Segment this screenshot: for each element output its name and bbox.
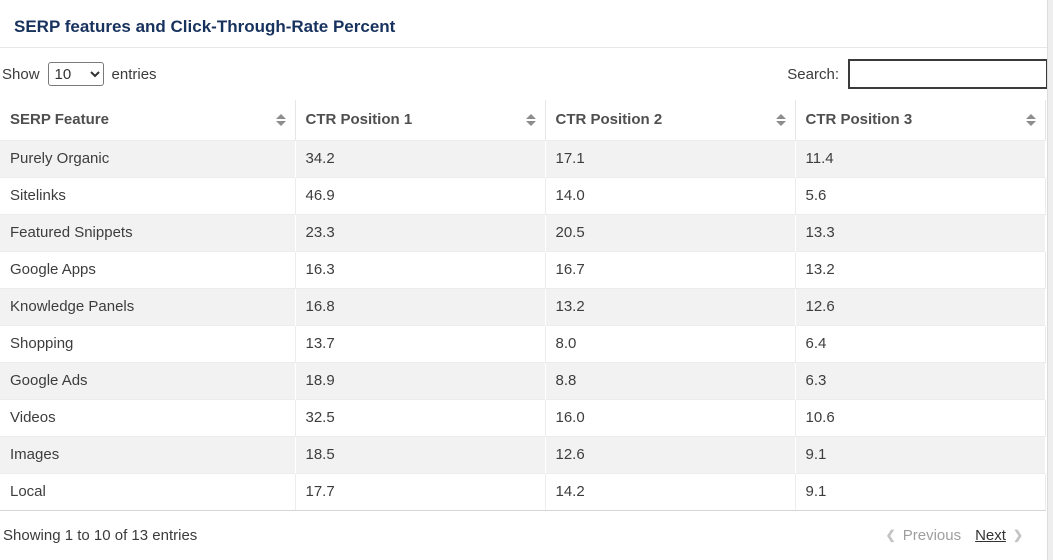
ctr-value-cell: 17.7 [294,472,545,511]
previous-button[interactable]: ❮ Previous [886,527,961,544]
serp-feature-cell: Videos [0,398,295,436]
search-input[interactable] [848,59,1048,89]
ctr-value-cell: 6.4 [794,324,1046,362]
serp-feature-cell: Sitelinks [0,176,295,214]
table-info: Showing 1 to 10 of 13 entries [3,526,198,544]
sort-icon [1025,113,1036,126]
table-row: Purely Organic 34.2 17.1 11.4 [0,139,1046,177]
column-header-ctr-position-2[interactable]: CTR Position 2 [544,100,795,141]
ctr-value-cell: 14.2 [544,472,795,511]
sort-icon [525,113,536,126]
serp-feature-cell: Google Apps [0,250,295,288]
sort-icon [775,113,786,126]
ctr-value-cell: 13.7 [294,324,545,362]
table-row: Knowledge Panels 16.8 13.2 12.6 [0,287,1046,325]
table-header: SERP Feature CTR Position 1 CTR Position 2… [0,100,1046,141]
ctr-value-cell: 20.5 [544,213,795,251]
chevron-right-icon: ❯ [1012,528,1023,542]
ctr-value-cell: 34.2 [294,139,545,177]
table-header-row: SERP Feature CTR Position 1 CTR Position 2… [0,100,1046,141]
search-label: Search: [787,65,839,83]
ctr-value-cell: 13.2 [544,287,795,325]
pagination: ❮ Previous Next ❯ [886,527,1023,544]
next-label: Next [975,526,1006,544]
serp-feature-cell: Featured Snippets [0,213,295,251]
ctr-value-cell: 16.7 [544,250,795,288]
ctr-value-cell: 18.5 [294,435,545,473]
ctr-value-cell: 10.6 [794,398,1046,436]
page-title: SERP features and Click-Through-Rate Per… [14,17,396,36]
ctr-value-cell: 8.0 [544,324,795,362]
data-table: SERP Feature CTR Position 1 CTR Position 2… [0,100,1046,511]
ctr-value-cell: 6.3 [794,361,1046,399]
column-header-ctr-position-1[interactable]: CTR Position 1 [294,100,545,141]
table-controls: Show 10 entries Search: [0,48,1053,100]
column-header-label: CTR Position 3 [805,111,913,129]
table-row: Featured Snippets 23.3 20.5 13.3 [0,213,1046,251]
ctr-value-cell: 8.8 [544,361,795,399]
ctr-value-cell: 32.5 [294,398,545,436]
ctr-value-cell: 5.6 [794,176,1046,214]
page-length-control: Show 10 entries [2,62,157,86]
serp-feature-cell: Local [0,472,295,511]
ctr-value-cell: 13.2 [794,250,1046,288]
table-row: Sitelinks 46.9 14.0 5.6 [0,176,1046,214]
next-button[interactable]: Next ❯ [975,527,1023,544]
scrollbar-track[interactable] [1047,0,1053,560]
show-label: Show [2,65,40,83]
ctr-value-cell: 23.3 [294,213,545,251]
serp-feature-cell: Shopping [0,324,295,362]
serp-feature-cell: Images [0,435,295,473]
table-body: Purely Organic 34.2 17.1 11.4 Sitelinks 46.9 1… [0,139,1046,511]
table-row: Videos 32.5 16.0 10.6 [0,398,1046,436]
search-control: Search: [787,59,1048,89]
page-length-select[interactable]: 10 [47,62,104,86]
serp-feature-cell: Purely Organic [0,139,295,177]
table-row: Images 18.5 12.6 9.1 [0,435,1046,473]
table-row: Google Apps 16.3 16.7 13.2 [0,250,1046,288]
table-row: Google Ads 18.9 8.8 6.3 [0,361,1046,399]
column-header-serp-feature[interactable]: SERP Feature [0,100,295,141]
ctr-value-cell: 16.3 [294,250,545,288]
table-row: Local 17.7 14.2 9.1 [0,472,1046,511]
sort-icon [275,113,286,126]
ctr-value-cell: 46.9 [294,176,545,214]
column-header-label: CTR Position 1 [305,111,413,129]
column-header-label: CTR Position 2 [555,111,663,129]
title-divider [0,47,1053,48]
ctr-value-cell: 14.0 [544,176,795,214]
ctr-value-cell: 9.1 [794,472,1046,511]
ctr-value-cell: 11.4 [794,139,1046,177]
ctr-value-cell: 16.8 [294,287,545,325]
ctr-value-cell: 9.1 [794,435,1046,473]
column-header-ctr-position-3[interactable]: CTR Position 3 [794,100,1046,141]
serp-feature-cell: Google Ads [0,361,295,399]
ctr-value-cell: 17.1 [544,139,795,177]
chevron-left-icon: ❮ [885,528,896,542]
serp-feature-cell: Knowledge Panels [0,287,295,325]
ctr-value-cell: 13.3 [794,213,1046,251]
ctr-value-cell: 16.0 [544,398,795,436]
ctr-value-cell: 12.6 [544,435,795,473]
ctr-value-cell: 12.6 [794,287,1046,325]
table-footer: Showing 1 to 10 of 13 entries ❮ Previous… [0,511,1053,544]
column-header-label: SERP Feature [10,111,109,129]
entries-label: entries [111,65,157,83]
table-row: Shopping 13.7 8.0 6.4 [0,324,1046,362]
previous-label: Previous [902,526,962,544]
ctr-value-cell: 18.9 [294,361,545,399]
